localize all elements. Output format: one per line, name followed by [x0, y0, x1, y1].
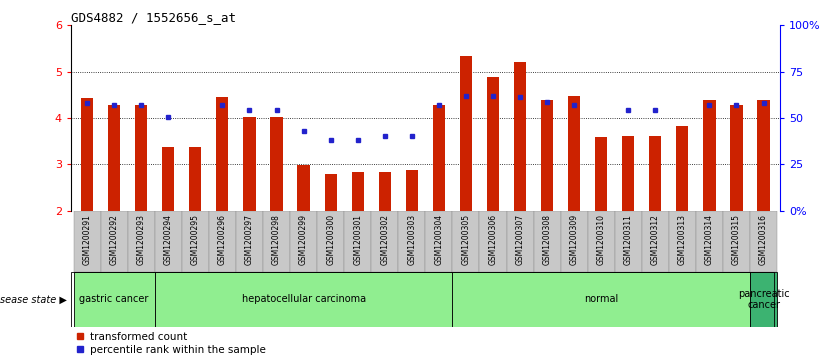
Bar: [405, 170, 418, 211]
Bar: [182, 211, 208, 272]
Bar: [649, 135, 661, 211]
Bar: [731, 105, 742, 211]
Bar: [270, 117, 283, 211]
Bar: [615, 211, 642, 272]
Bar: [73, 211, 101, 272]
Text: GSM1200291: GSM1200291: [83, 213, 92, 265]
Text: GSM1200293: GSM1200293: [137, 213, 146, 265]
Bar: [642, 211, 669, 272]
Text: GSM1200311: GSM1200311: [624, 213, 633, 265]
Bar: [750, 211, 777, 272]
Bar: [298, 165, 309, 211]
Bar: [595, 138, 607, 211]
Text: hepatocellular carcinoma: hepatocellular carcinoma: [242, 294, 365, 305]
Text: GSM1200312: GSM1200312: [651, 213, 660, 265]
Text: GSM1200316: GSM1200316: [759, 213, 768, 265]
Legend: transformed count, percentile rank within the sample: transformed count, percentile rank withi…: [76, 332, 265, 355]
Bar: [514, 61, 526, 211]
Bar: [236, 211, 263, 272]
Text: GSM1200301: GSM1200301: [353, 213, 362, 265]
Bar: [622, 135, 635, 211]
Text: gastric cancer: gastric cancer: [79, 294, 149, 305]
Bar: [101, 211, 128, 272]
Bar: [244, 117, 255, 211]
Bar: [189, 147, 202, 211]
Text: GSM1200295: GSM1200295: [191, 213, 200, 265]
Bar: [506, 211, 534, 272]
Bar: [135, 105, 148, 211]
Bar: [73, 272, 155, 327]
Bar: [669, 211, 696, 272]
Bar: [216, 97, 229, 211]
Bar: [460, 56, 472, 211]
Bar: [352, 172, 364, 211]
Bar: [344, 211, 371, 272]
Text: GSM1200303: GSM1200303: [407, 213, 416, 265]
Text: GSM1200314: GSM1200314: [705, 213, 714, 265]
Bar: [290, 211, 317, 272]
Text: GSM1200302: GSM1200302: [380, 213, 389, 265]
Bar: [757, 101, 770, 211]
Text: GSM1200300: GSM1200300: [326, 213, 335, 265]
Text: GSM1200308: GSM1200308: [543, 213, 551, 265]
Text: GSM1200313: GSM1200313: [678, 213, 687, 265]
Text: GSM1200306: GSM1200306: [489, 213, 498, 265]
Text: disease state ▶: disease state ▶: [0, 294, 67, 305]
Bar: [108, 105, 120, 211]
Bar: [208, 211, 236, 272]
Bar: [433, 105, 445, 211]
Bar: [81, 98, 93, 211]
Bar: [588, 211, 615, 272]
Text: GSM1200315: GSM1200315: [732, 213, 741, 265]
Text: GSM1200310: GSM1200310: [596, 213, 605, 265]
Bar: [399, 211, 425, 272]
Text: GSM1200307: GSM1200307: [515, 213, 525, 265]
Text: GSM1200309: GSM1200309: [570, 213, 579, 265]
Bar: [541, 101, 553, 211]
Bar: [425, 211, 452, 272]
Text: GSM1200292: GSM1200292: [110, 213, 118, 265]
Bar: [155, 272, 452, 327]
Bar: [703, 101, 716, 211]
Bar: [568, 96, 580, 211]
Bar: [379, 172, 391, 211]
Bar: [263, 211, 290, 272]
Bar: [155, 211, 182, 272]
Text: GDS4882 / 1552656_s_at: GDS4882 / 1552656_s_at: [71, 11, 236, 24]
Bar: [534, 211, 560, 272]
Bar: [324, 175, 337, 211]
Bar: [696, 211, 723, 272]
Text: GSM1200299: GSM1200299: [299, 213, 308, 265]
Bar: [750, 272, 777, 327]
Text: GSM1200305: GSM1200305: [461, 213, 470, 265]
Text: normal: normal: [584, 294, 618, 305]
Bar: [317, 211, 344, 272]
Bar: [452, 211, 480, 272]
Bar: [162, 147, 174, 211]
Bar: [676, 126, 689, 211]
Bar: [452, 272, 750, 327]
Text: pancreatic
cancer: pancreatic cancer: [738, 289, 789, 310]
Text: GSM1200294: GSM1200294: [163, 213, 173, 265]
Text: GSM1200298: GSM1200298: [272, 213, 281, 265]
Text: GSM1200296: GSM1200296: [218, 213, 227, 265]
Bar: [723, 211, 750, 272]
Bar: [371, 211, 399, 272]
Text: GSM1200297: GSM1200297: [245, 213, 254, 265]
Bar: [487, 77, 499, 211]
Bar: [128, 211, 155, 272]
Bar: [480, 211, 506, 272]
Bar: [560, 211, 588, 272]
Text: GSM1200304: GSM1200304: [435, 213, 444, 265]
